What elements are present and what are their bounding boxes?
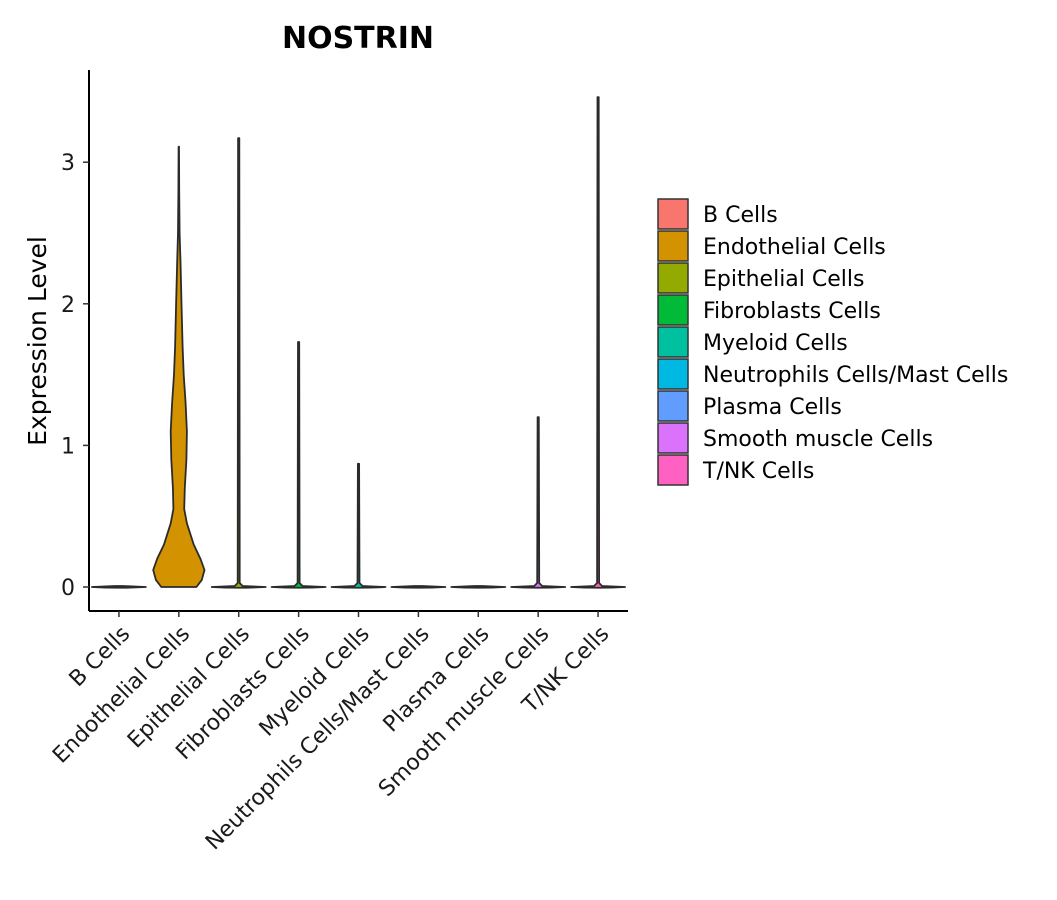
y-axis-title: Expression Level <box>23 236 52 446</box>
violin-8 <box>570 96 626 589</box>
legend-label: T/NK Cells <box>702 459 814 484</box>
y-tick-label: 2 <box>61 293 75 318</box>
legend-label: Plasma Cells <box>703 395 842 420</box>
y-tick-label: 0 <box>61 576 75 601</box>
legend-swatch <box>657 454 689 486</box>
legend-swatch <box>657 198 689 230</box>
violin-6 <box>450 585 507 589</box>
y-tick-label: 3 <box>61 151 75 176</box>
violin-1 <box>152 145 206 588</box>
legend-label: B Cells <box>703 203 778 228</box>
violin-7 <box>510 416 567 589</box>
y-axis: 0 1 2 3 <box>61 70 90 611</box>
legend-swatch <box>657 230 689 262</box>
legend-label: Endothelial Cells <box>703 235 886 260</box>
plot-area <box>91 96 626 589</box>
legend-swatch <box>657 358 689 390</box>
violin-2 <box>210 137 267 589</box>
violin-4 <box>330 462 387 589</box>
violin-5 <box>390 585 447 589</box>
legend-swatch <box>657 326 689 358</box>
legend-label: Smooth muscle Cells <box>703 427 933 452</box>
legend-swatch <box>657 294 689 326</box>
violin-3 <box>270 341 327 589</box>
legend-swatch <box>657 390 689 422</box>
legend: B Cells Endothelial Cells Epithelial Cells… <box>657 198 1008 486</box>
chart-title: NOSTRIN <box>282 21 434 56</box>
legend-label: Fibroblasts Cells <box>703 299 881 324</box>
legend-label: Myeloid Cells <box>703 331 848 356</box>
legend-swatch <box>657 262 689 294</box>
legend-label: Epithelial Cells <box>703 267 864 292</box>
y-tick-label: 1 <box>61 434 75 459</box>
legend-swatch <box>657 422 689 454</box>
x-tick-label: Plasma Cells <box>379 622 495 738</box>
violin-0 <box>91 585 147 589</box>
legend-label: Neutrophils Cells/Mast Cells <box>703 363 1008 388</box>
